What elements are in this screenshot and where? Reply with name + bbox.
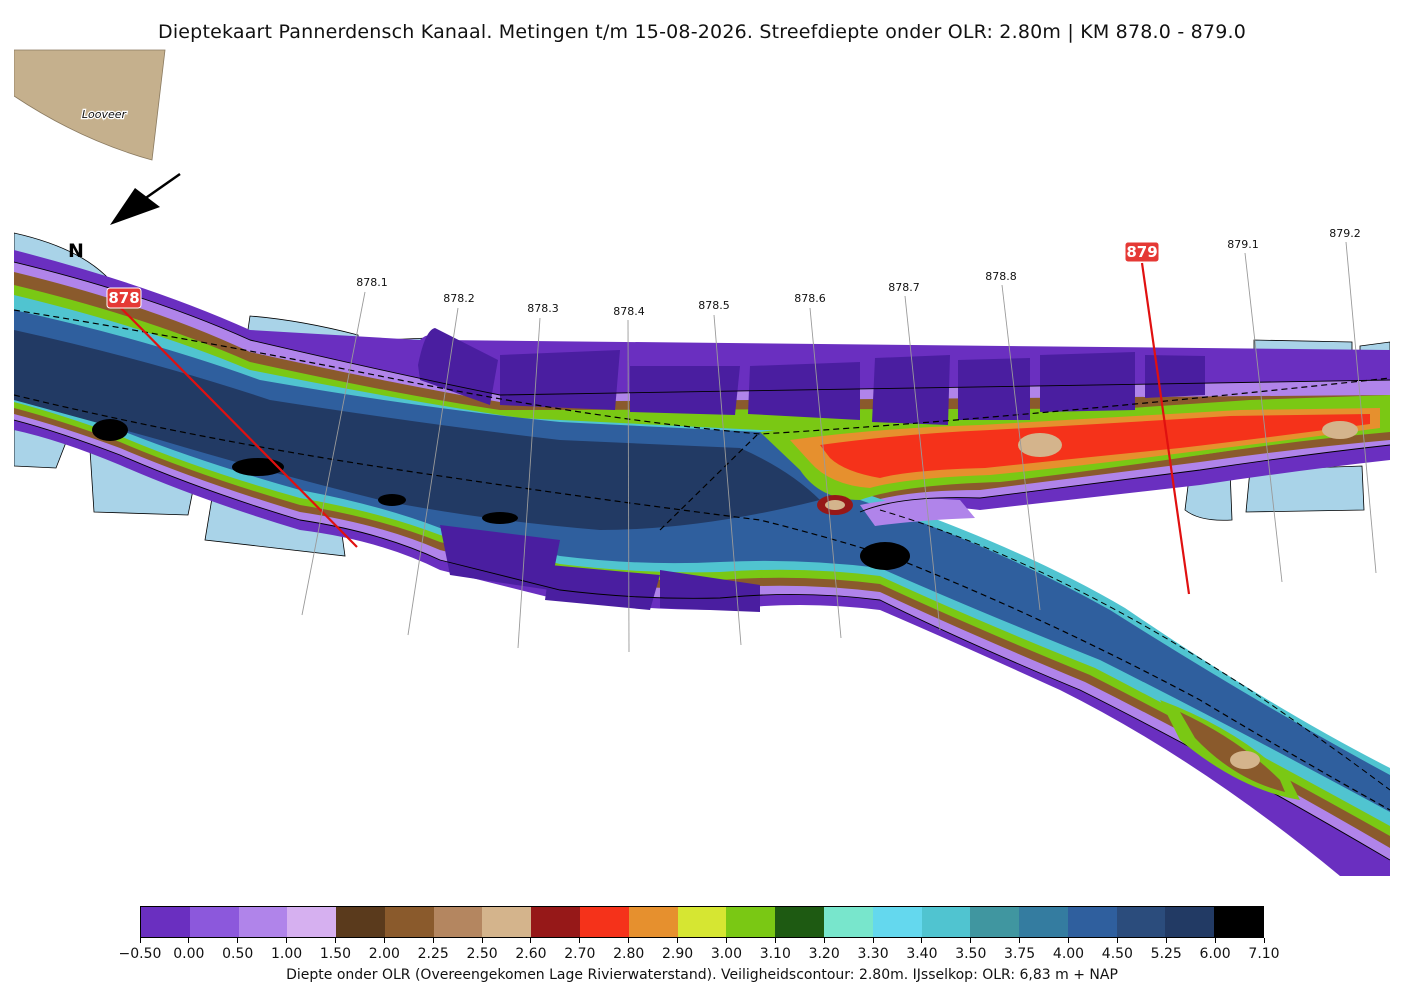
- colorbar-segment: [1116, 907, 1166, 937]
- km-line: [627, 319, 630, 653]
- colorbar-segment: [336, 907, 385, 937]
- colorbar-tick: 3.00: [696, 938, 756, 962]
- colorbar-tick: 2.25: [403, 938, 463, 962]
- colorbar-segment: [872, 907, 922, 937]
- km-line: [1001, 284, 1041, 611]
- colorbar-tick: 2.80: [599, 938, 659, 962]
- colorbar-segment: [238, 907, 288, 937]
- depth-colorbar: [140, 906, 1264, 938]
- colorbar-tick: 1.00: [257, 938, 317, 962]
- colorbar-segment: [531, 907, 581, 937]
- colorbar-segment: [141, 907, 190, 937]
- north-arrow: N: [68, 172, 181, 262]
- colorbar-tick: 6.00: [1185, 938, 1245, 962]
- colorbar-segment: [1214, 907, 1263, 937]
- km-markers: 878 878.1 878.2 878.3 878.4 878.5 878.6 878.7 87…: [106, 227, 1377, 653]
- land-area: [14, 49, 166, 161]
- colorbar-tick: 3.75: [990, 938, 1050, 962]
- colorbar-tick: 2.00: [354, 938, 414, 962]
- km-badge: [106, 287, 142, 309]
- colorbar-segment: [628, 907, 678, 937]
- colorbar-segment: [433, 907, 483, 937]
- km-line: [809, 307, 842, 639]
- colorbar-segment: [1165, 907, 1215, 937]
- km-line: [517, 317, 541, 649]
- colorbar-segment: [287, 907, 337, 937]
- colorbar-tick: 5.25: [1136, 938, 1196, 962]
- colorbar-segment: [1019, 907, 1068, 937]
- colorbar-label: Diepte onder OLR (Overeengekomen Lage Ri…: [286, 967, 1118, 983]
- km-line: [1345, 241, 1377, 574]
- km-label: 879.1: [1227, 238, 1259, 251]
- colorbar-tick: 4.00: [1039, 938, 1099, 962]
- km-line: [1140, 262, 1191, 595]
- colorbar-tick: 3.30: [843, 938, 903, 962]
- colorbar-segment: [677, 907, 727, 937]
- km-badge: [1124, 241, 1160, 263]
- colorbar-tick: 2.90: [648, 938, 708, 962]
- km-line: [904, 295, 941, 631]
- km-label: 878.1: [356, 276, 388, 289]
- colorbar-tick: 2.60: [501, 938, 561, 962]
- colorbar-tick: 3.50: [941, 938, 1001, 962]
- colorbar-tick: 1.50: [305, 938, 365, 962]
- colorbar-segment: [482, 907, 532, 937]
- colorbar-tick: 0.00: [159, 938, 219, 962]
- place-label: Looveer: [82, 108, 128, 121]
- km-label: 878.3: [527, 302, 559, 315]
- colorbar-segment: [970, 907, 1020, 937]
- fairway-axis: [14, 394, 1390, 811]
- colorbar-tick: 3.20: [794, 938, 854, 962]
- colorbar-tick: 2.70: [550, 938, 610, 962]
- colorbar-segment: [823, 907, 873, 937]
- colorbar-tick: 4.50: [1087, 938, 1147, 962]
- colorbar-tick: 7.10: [1234, 938, 1294, 962]
- colorbar-tick: −0.50: [110, 938, 170, 962]
- colorbar-segment: [1067, 907, 1117, 937]
- colorbar-segment: [580, 907, 629, 937]
- km-line: [713, 314, 742, 646]
- colorbar-tick: 3.40: [892, 938, 952, 962]
- km-line: [407, 307, 459, 636]
- km-label: 879.2: [1329, 227, 1361, 240]
- km-label: 878: [108, 289, 139, 307]
- colorbar-segment: [775, 907, 824, 937]
- km-label: 878.4: [613, 305, 645, 318]
- colorbar-segment: [921, 907, 971, 937]
- km-label: 878.8: [985, 270, 1017, 283]
- km-label: 879: [1126, 243, 1157, 261]
- colorbar-ticks: −0.50 0.00 0.50 1.00 1.50 2.00 2.25 2.50 2.60 2.7…: [119, 938, 1280, 968]
- north-label: N: [68, 240, 84, 262]
- km-line: [1244, 252, 1283, 583]
- colorbar-tick: 0.50: [208, 938, 268, 962]
- km-label: 878.5: [698, 299, 730, 312]
- km-label: 878.7: [888, 281, 920, 294]
- km-line: [117, 304, 358, 548]
- km-label: 878.6: [794, 292, 826, 305]
- km-label: 878.2: [443, 292, 475, 305]
- km-line: [301, 291, 366, 616]
- colorbar-tick: 2.50: [452, 938, 512, 962]
- colorbar-segment: [189, 907, 239, 937]
- colorbar-segment: [384, 907, 434, 937]
- colorbar-segment: [726, 907, 776, 937]
- colorbar-tick: 3.10: [745, 938, 805, 962]
- map-title: Dieptekaart Pannerdensch Kanaal. Metinge…: [157, 21, 1247, 43]
